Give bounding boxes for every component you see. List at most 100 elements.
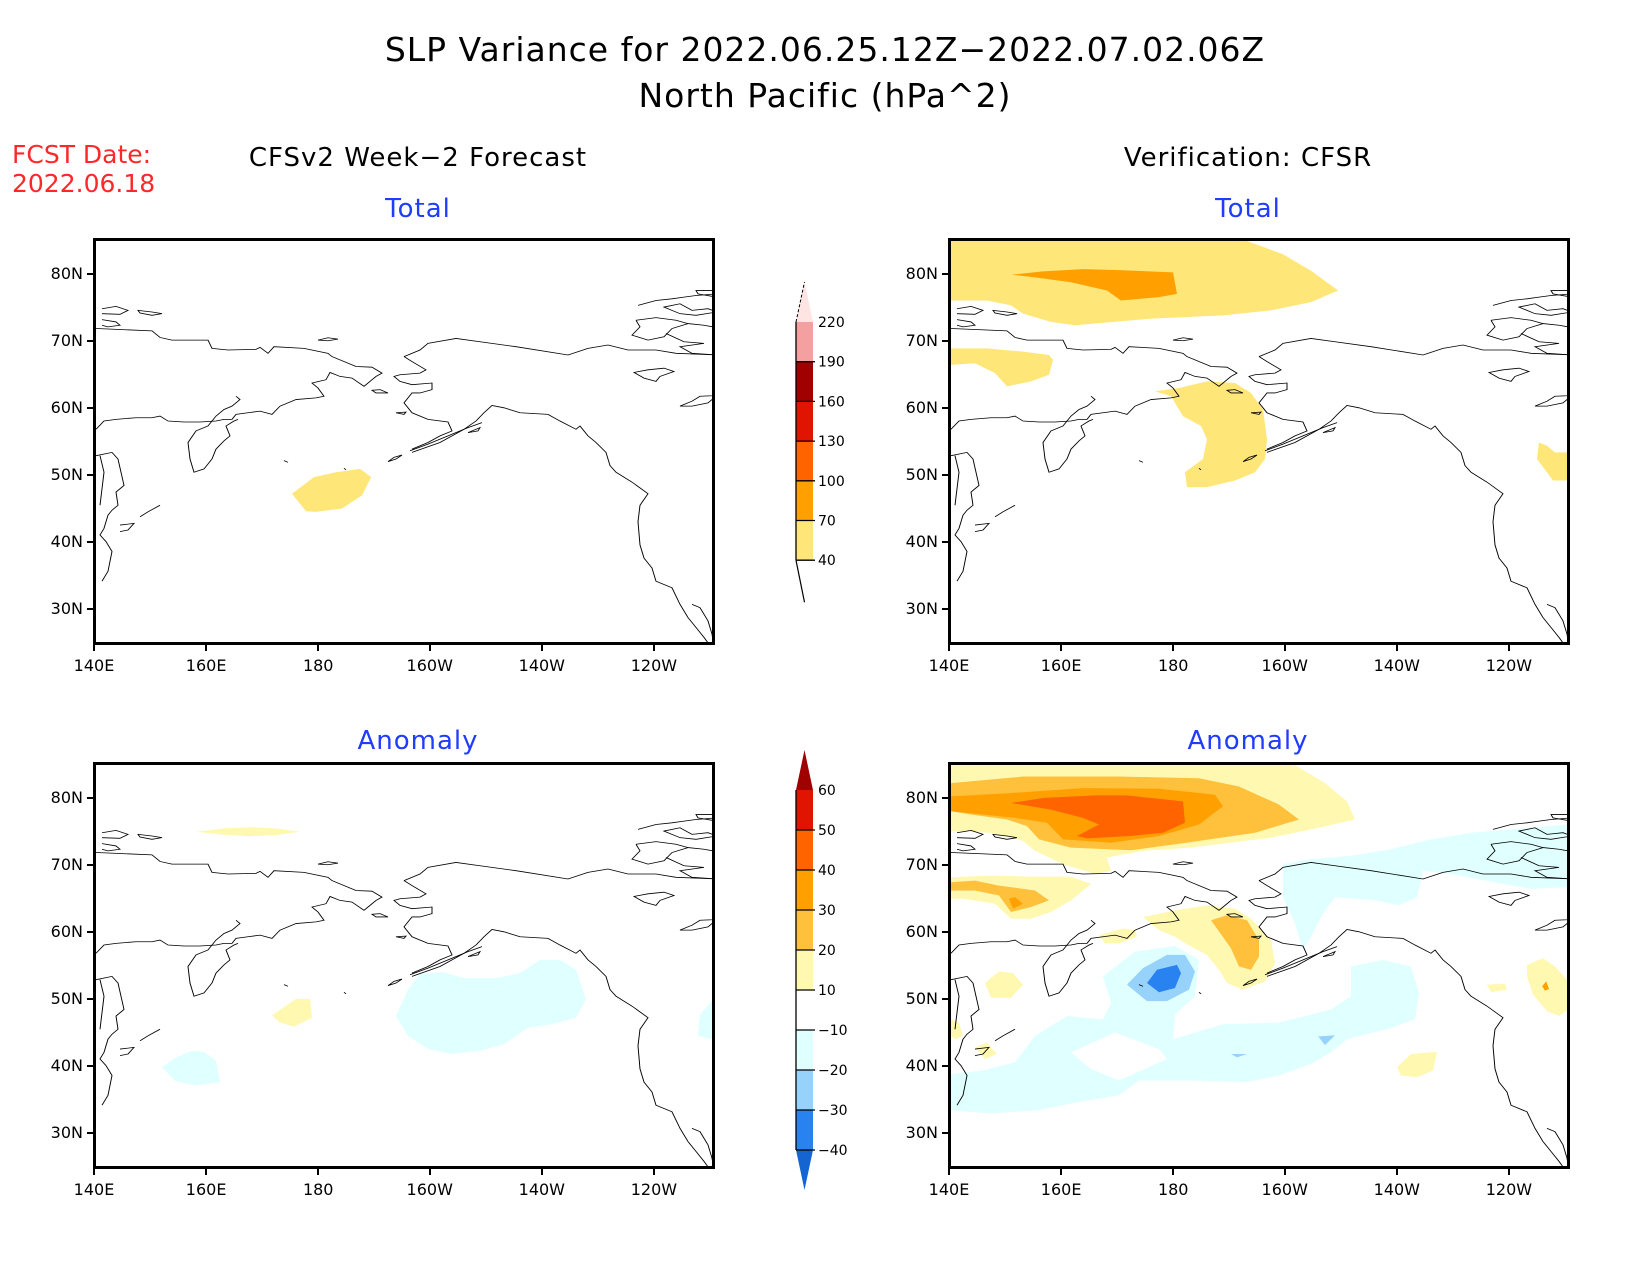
lat-label-40N: 40N bbox=[50, 1055, 83, 1075]
colorbar-anomaly-swatch bbox=[796, 1070, 813, 1110]
lon-tick bbox=[1060, 645, 1063, 651]
lat-label-50N: 50N bbox=[50, 988, 83, 1008]
lon-tick bbox=[1283, 645, 1286, 651]
map-panel-verification-anomaly bbox=[948, 762, 1570, 1169]
lon-label-180: 180 bbox=[1157, 1180, 1189, 1199]
lon-tick bbox=[1172, 1169, 1175, 1175]
lat-tick bbox=[942, 607, 948, 610]
lat-label-60N: 60N bbox=[50, 398, 83, 418]
lat-label-50N: 50N bbox=[905, 988, 938, 1008]
lat-tick bbox=[942, 540, 948, 543]
colorbar-anomaly-top-arrow bbox=[796, 750, 813, 790]
lon-tick bbox=[1060, 1169, 1063, 1175]
colorbar-anomaly-label: −30 bbox=[818, 1103, 848, 1119]
lon-label-140W: 140W bbox=[518, 1180, 565, 1199]
lat-tick bbox=[942, 931, 948, 934]
lon-label-160E: 160E bbox=[185, 1180, 227, 1199]
colorbar-total-label: 160 bbox=[818, 394, 845, 410]
colorbar-anomaly-label: 10 bbox=[818, 983, 836, 999]
contour-40-50-arctic bbox=[1011, 795, 1185, 839]
map-panel-verification-total bbox=[948, 238, 1570, 645]
contour-40-70 bbox=[292, 468, 372, 512]
map-forecast-total bbox=[96, 290, 712, 642]
colorbar-anomaly-swatch bbox=[796, 830, 813, 870]
contour-10-20-west bbox=[985, 971, 1023, 998]
lat-label-60N: 60N bbox=[905, 398, 938, 418]
lat-tick bbox=[942, 407, 948, 410]
colorbar-anomaly-label: −40 bbox=[818, 1143, 848, 1159]
lon-label-140E: 140E bbox=[928, 656, 970, 675]
lon-tick bbox=[1507, 1169, 1510, 1175]
colorbar-anomaly-label: 30 bbox=[818, 903, 836, 919]
lon-label-120W: 120W bbox=[1485, 1180, 1533, 1199]
colorbar-anomaly-label: 60 bbox=[818, 783, 836, 799]
colorbar-anomaly-label: 40 bbox=[818, 863, 836, 879]
lat-label-70N: 70N bbox=[905, 855, 938, 875]
lat-tick bbox=[87, 607, 93, 610]
contour-hole-pacific bbox=[1071, 1032, 1167, 1081]
lat-label-40N: 40N bbox=[905, 531, 938, 551]
colorbar-anomaly-label: −20 bbox=[818, 1063, 848, 1079]
map-panel-forecast-anomaly bbox=[93, 762, 715, 1169]
lon-tick bbox=[205, 1169, 208, 1175]
lon-tick bbox=[317, 645, 320, 651]
colorbar-total-label: 70 bbox=[818, 514, 836, 530]
colorbar-anomaly-graphic: 60 50 40 30 20 10 −10 −20 −30 −40 bbox=[795, 750, 848, 1190]
lon-label-140W: 140W bbox=[1373, 1180, 1420, 1199]
lat-tick bbox=[942, 1131, 948, 1134]
colorbar-total-label: 130 bbox=[818, 434, 845, 450]
colorbar-total-swatch bbox=[796, 480, 813, 521]
main-title-line1: SLP Variance for 2022.06.25.12Z−2022.07.… bbox=[384, 30, 1266, 69]
forecast-date: FCST Date: 2022.06.18 bbox=[12, 140, 155, 198]
contour-10-20-japan bbox=[951, 1019, 963, 1040]
lat-tick bbox=[87, 540, 93, 543]
contour-neg10-neg20-pacific bbox=[951, 946, 1419, 1114]
lon-label-160W: 160W bbox=[1261, 1180, 1308, 1199]
lat-tick bbox=[942, 864, 948, 867]
contour-10-20-small-1 bbox=[1487, 983, 1507, 993]
contour-neg10-neg20-gulf bbox=[396, 959, 586, 1055]
contour-20-30-east bbox=[1542, 981, 1549, 991]
lat-tick bbox=[87, 1131, 93, 1134]
main-title-line2: North Pacific (hPa^2) bbox=[638, 76, 1012, 115]
colorbar-anomaly-label: 20 bbox=[818, 943, 836, 959]
lat-label-60N: 60N bbox=[50, 922, 83, 942]
contour-20-30-bering bbox=[1211, 915, 1259, 970]
panel-subtitle-fcst-anomaly: Anomaly bbox=[357, 726, 479, 756]
lon-label-140E: 140E bbox=[73, 1180, 115, 1199]
lon-label-140W: 140W bbox=[1373, 656, 1420, 675]
lat-label-70N: 70N bbox=[50, 855, 83, 875]
lon-tick bbox=[93, 1169, 95, 1175]
map-verification-anomaly bbox=[951, 765, 1567, 1166]
lat-label-30N: 30N bbox=[905, 1122, 938, 1142]
colorbar-anomaly-bottom-arrow bbox=[796, 1150, 813, 1190]
colorbar-total-swatch bbox=[796, 441, 813, 481]
contour-neg10-neg20-west bbox=[162, 1050, 220, 1086]
lon-tick bbox=[1507, 645, 1510, 651]
lat-label-80N: 80N bbox=[905, 264, 938, 284]
coastlines bbox=[96, 290, 712, 642]
lat-label-30N: 30N bbox=[905, 598, 938, 618]
lon-label-140E: 140E bbox=[73, 656, 115, 675]
panel-subtitle-verif-anomaly: Anomaly bbox=[1187, 726, 1309, 756]
colorbar-anomaly-swatch bbox=[796, 870, 813, 910]
lon-label-120W: 120W bbox=[630, 656, 678, 675]
colorbar-anomaly: 60 50 40 30 20 10 −10 −20 −30 −40 bbox=[790, 750, 870, 1210]
lon-tick bbox=[948, 1169, 950, 1175]
lat-label-70N: 70N bbox=[50, 331, 83, 351]
forecast-date-value: 2022.06.18 bbox=[12, 169, 156, 198]
lon-tick bbox=[540, 1169, 543, 1175]
colorbar-total-swatch bbox=[796, 401, 813, 442]
lon-label-160W: 160W bbox=[1261, 656, 1308, 675]
contour-40-70-bering bbox=[1155, 381, 1267, 488]
lon-tick bbox=[1283, 1169, 1286, 1175]
contour-neg10-neg20-east bbox=[698, 1001, 712, 1040]
lat-label-70N: 70N bbox=[905, 331, 938, 351]
map-forecast-anomaly bbox=[96, 814, 712, 1166]
colorbar-anomaly-swatch bbox=[796, 1030, 813, 1070]
lat-tick bbox=[87, 273, 93, 276]
colorbar-total-label: 220 bbox=[818, 315, 845, 331]
lat-tick bbox=[87, 864, 93, 867]
colorbar-anomaly-swatch bbox=[796, 790, 813, 830]
forecast-date-label: FCST Date: bbox=[12, 140, 152, 169]
